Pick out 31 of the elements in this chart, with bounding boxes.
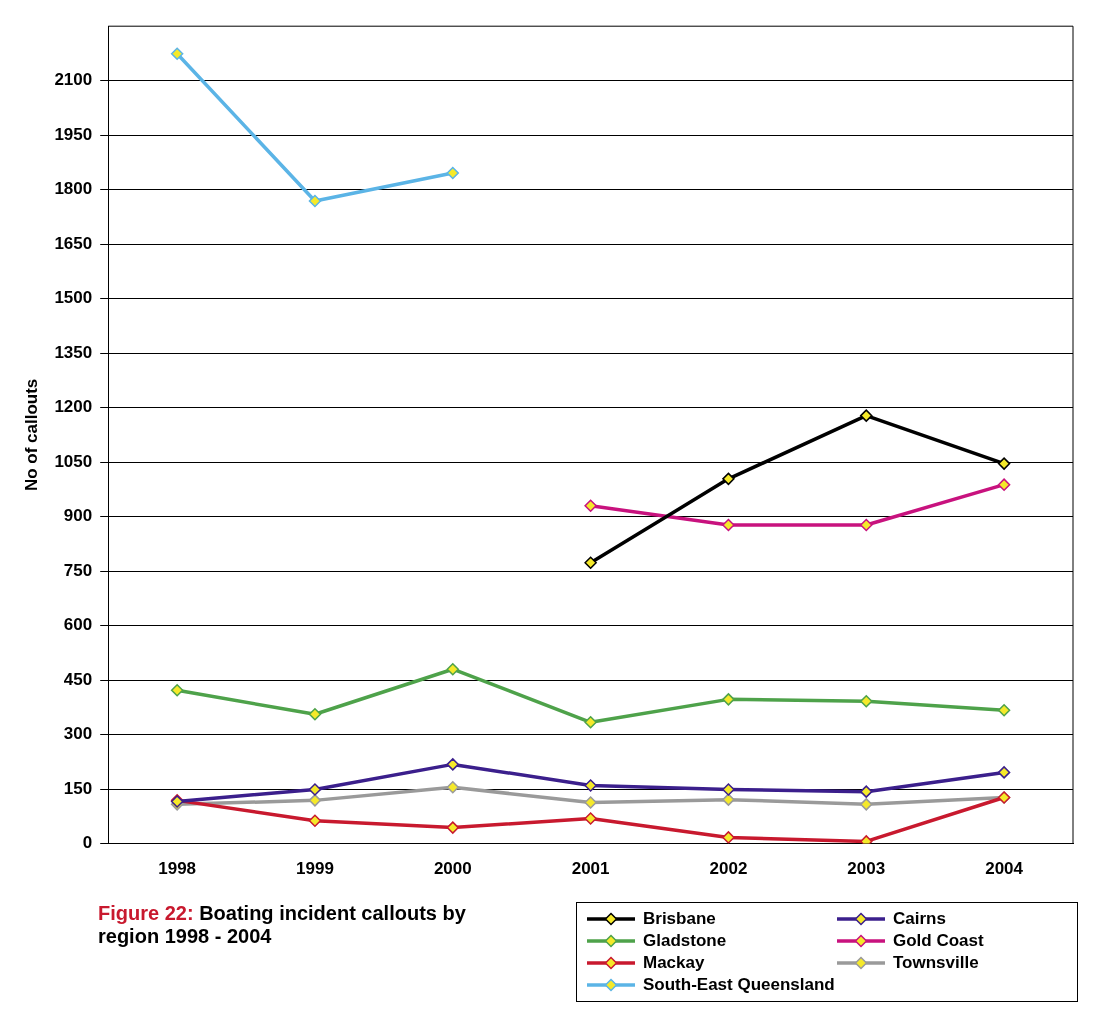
y-tick-label: 1500 [54,288,93,308]
y-tick-label: 300 [63,724,93,744]
x-tick-label: 1999 [296,859,334,879]
legend-label: Mackay [643,953,705,973]
y-tick-label: 1350 [54,342,93,362]
legend-label: Townsville [893,953,979,973]
y-tick-label: 1050 [54,451,93,471]
y-tick-label: 2100 [54,70,93,90]
legend-label: South-East Queensland [643,975,835,995]
legend-label: Brisbane [643,909,716,929]
y-tick-label: 900 [63,506,93,526]
legend-label: Cairns [893,909,946,929]
x-tick-label: 1998 [158,859,197,879]
y-tick-label: 1800 [54,179,93,199]
y-tick-label: 150 [63,778,93,798]
y-tick-label: 1950 [54,124,93,144]
y-tick-label: 0 [82,833,93,853]
y-axis-title: No of callouts [21,378,41,492]
x-tick-label: 2002 [709,859,748,879]
x-tick-label: 2001 [571,859,610,879]
x-tick-label: 2003 [847,859,886,879]
y-tick-label: 1650 [54,233,93,253]
y-tick-label: 600 [63,615,93,635]
y-tick-label: 750 [63,560,93,580]
x-tick-label: 2004 [985,859,1024,879]
text: Figure 22: Boating incident callouts by region 1998 - 2004 [98,902,466,947]
legend-label: Gold Coast [893,931,984,951]
y-tick-label: 1200 [54,397,93,417]
legend-label: Gladstone [643,931,727,951]
y-tick-label: 450 [63,669,93,689]
x-tick-label: 2000 [433,859,472,879]
